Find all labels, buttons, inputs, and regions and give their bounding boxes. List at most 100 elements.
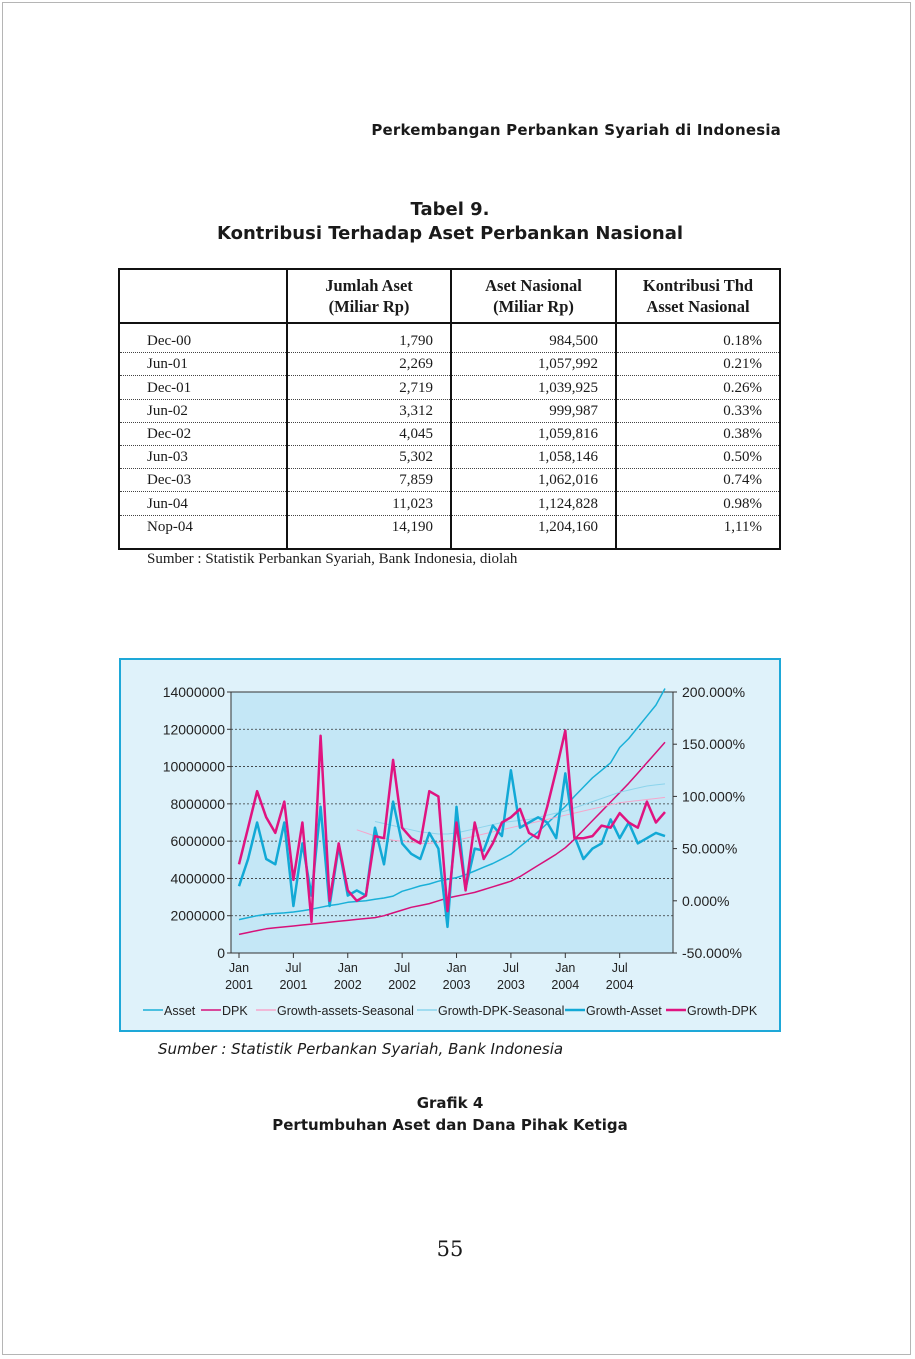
y-right-tick-label: 100.000%	[682, 788, 745, 804]
value-cell: 999,987	[450, 399, 617, 423]
period-cell: Dec-01	[118, 375, 288, 400]
y-right-tick-label: 200.000%	[682, 684, 745, 700]
legend-label: Growth-DPK	[687, 1004, 758, 1018]
x-tick-label: Jan	[555, 961, 575, 975]
value-cell: 5,302	[286, 445, 452, 470]
contribution-table: Jumlah Aset (Miliar Rp) Aset Nasional (Mi…	[118, 268, 781, 550]
table-row: Dec-00 1,790 984,500 0.18%	[118, 323, 781, 354]
value-cell: 11,023	[286, 491, 452, 516]
x-tick-label: 2002	[388, 978, 416, 992]
value-cell: 1,039,925	[450, 375, 617, 400]
y-left-tick-label: 6000000	[170, 833, 225, 849]
value-cell: 3,312	[286, 399, 452, 423]
value-cell: 0.18%	[615, 323, 781, 354]
period-cell: Dec-00	[118, 323, 288, 354]
value-cell: 2,719	[286, 375, 452, 400]
column-header: Jumlah Aset (Miliar Rp)	[286, 268, 452, 324]
series-line-growth-dpk	[237, 729, 666, 923]
x-tick-label: Jan	[229, 961, 249, 975]
table-row: Jun-04 11,023 1,124,828 0.98%	[118, 491, 781, 516]
value-cell: 0.98%	[615, 491, 781, 516]
legend-label: Growth-Asset	[586, 1004, 662, 1018]
value-cell: 0.26%	[615, 375, 781, 400]
series-line-dpk	[238, 741, 666, 936]
period-cell: Jun-02	[118, 399, 288, 423]
value-cell: 4,045	[286, 422, 452, 447]
x-tick-label: 2001	[225, 978, 253, 992]
y-right-tick-label: 150.000%	[682, 736, 745, 752]
figure-label: Grafik 4	[416, 1094, 484, 1112]
period-cell: Dec-02	[118, 422, 288, 447]
table-row: Jun-02 3,312 999,987 0.33%	[118, 399, 781, 423]
value-cell: 0.74%	[615, 468, 781, 493]
period-cell: Jun-01	[118, 352, 288, 377]
legend-label: DPK	[222, 1004, 248, 1018]
value-cell: 7,859	[286, 468, 452, 493]
value-cell: 2,269	[286, 352, 452, 377]
legend-label: Asset	[164, 1004, 196, 1018]
table-row: Jun-03 5,302 1,058,146 0.50%	[118, 445, 781, 470]
column-header	[118, 268, 288, 324]
period-cell: Nop-04	[118, 515, 288, 550]
x-tick-label: Jan	[338, 961, 358, 975]
value-cell: 0.21%	[615, 352, 781, 377]
table-row: Dec-01 2,719 1,039,925 0.26%	[118, 375, 781, 400]
value-cell: 14,190	[286, 515, 452, 550]
x-tick-label: 2004	[551, 978, 579, 992]
table-label: Tabel 9.	[410, 199, 490, 220]
value-cell: 1,058,146	[450, 445, 617, 470]
value-cell: 1,124,828	[450, 491, 617, 516]
value-cell: 1,11%	[615, 515, 781, 550]
chart-container: 0 2000000 4000000 6000000 8000000 10000000 120…	[119, 658, 781, 1032]
y-left-tick-label: 2000000	[170, 908, 225, 924]
y-left-tick-label: 0	[217, 945, 225, 961]
value-cell: 1,790	[286, 323, 452, 354]
column-header: Aset Nasional (Miliar Rp)	[450, 268, 617, 324]
legend-label: Growth-assets-Seasonal	[277, 1004, 414, 1018]
table-header-row: Jumlah Aset (Miliar Rp) Aset Nasional (Mi…	[118, 268, 781, 324]
figure-title: Pertumbuhan Aset dan Dana Pihak Ketiga	[272, 1116, 628, 1134]
y-right-tick-label: -50.000%	[682, 945, 742, 961]
table-row: Nop-04 14,190 1,204,160 1,11%	[118, 515, 781, 550]
x-tick-label: 2003	[443, 978, 471, 992]
chart-source-note: Sumber : Statistik Perbankan Syariah, Ba…	[158, 1040, 564, 1058]
y-left-tick-label: 10000000	[163, 759, 226, 775]
value-cell: 0.50%	[615, 445, 781, 470]
x-tick-label: 2003	[497, 978, 525, 992]
value-cell: 1,204,160	[450, 515, 617, 550]
y-left-tick-label: 14000000	[163, 684, 226, 700]
y-left-tick-label: 12000000	[163, 721, 226, 737]
series-line-growth-assets-seasonal	[356, 796, 666, 844]
value-cell: 0.33%	[615, 399, 781, 423]
table-source-note: Sumber : Statistik Perbankan Syariah, Ba…	[147, 551, 518, 567]
running-header: Perkembangan Perbankan Syariah di Indone…	[371, 121, 781, 139]
x-tick-label: 2002	[334, 978, 362, 992]
period-cell: Jun-04	[118, 491, 288, 516]
plot-area	[230, 691, 674, 954]
table-row: Jun-01 2,269 1,057,992 0.21%	[118, 352, 781, 377]
x-tick-label: Jul	[285, 961, 301, 975]
table-title: Kontribusi Terhadap Aset Perbankan Nasio…	[216, 223, 684, 244]
y-right-tick-label: 0.000%	[682, 893, 729, 909]
legend-label: Growth-DPK-Seasonal	[438, 1004, 564, 1018]
value-cell: 1,059,816	[450, 422, 617, 447]
y-right-tick-label: 50.000%	[682, 841, 737, 857]
value-cell: 984,500	[450, 323, 617, 354]
table-row: Dec-02 4,045 1,059,816 0.38%	[118, 422, 781, 447]
period-cell: Jun-03	[118, 445, 288, 470]
growth-chart: 0 2000000 4000000 6000000 8000000 10000000 120…	[143, 684, 758, 1018]
table-row: Dec-03 7,859 1,062,016 0.74%	[118, 468, 781, 493]
value-cell: 0.38%	[615, 422, 781, 447]
y-left-tick-label: 4000000	[170, 870, 225, 886]
x-tick-label: Jan	[446, 961, 466, 975]
column-header: Kontribusi Thd Asset Nasional	[615, 268, 781, 324]
page-number: 55	[436, 1237, 464, 1261]
x-tick-label: Jul	[394, 961, 410, 975]
x-tick-label: Jul	[612, 961, 628, 975]
x-tick-label: 2001	[279, 978, 307, 992]
x-tick-label: 2004	[606, 978, 634, 992]
y-left-tick-label: 8000000	[170, 796, 225, 812]
value-cell: 1,057,992	[450, 352, 617, 377]
value-cell: 1,062,016	[450, 468, 617, 493]
